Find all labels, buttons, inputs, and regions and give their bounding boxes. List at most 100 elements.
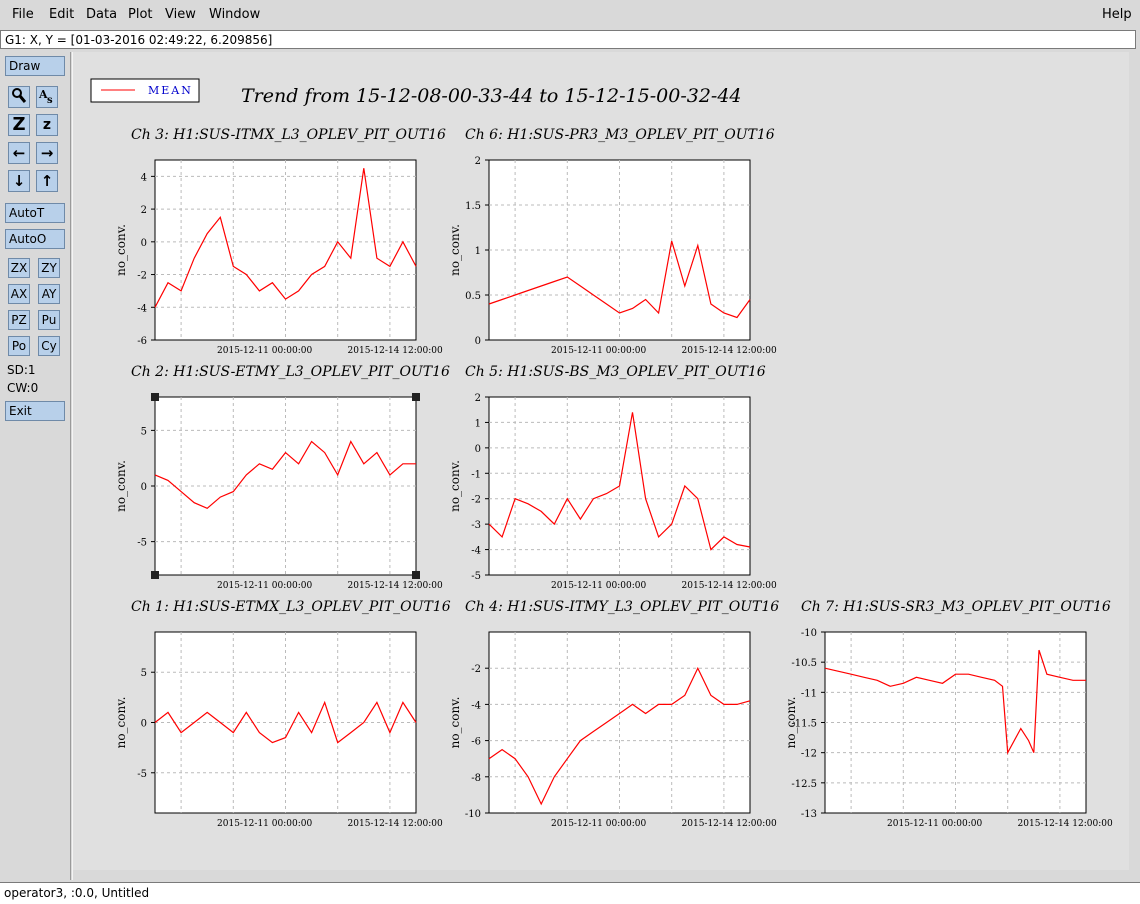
y-tick-label: -6 [471,737,481,748]
y-tick-label: -3 [471,520,481,531]
y-tick-label: -8 [471,773,481,784]
x-tick-label: 2015-12-14 12:00:00 [682,819,777,829]
legend-box [90,78,200,103]
zoom-big-icon[interactable]: Z [8,114,30,136]
arrow-right-icon[interactable]: → [36,142,58,164]
selection-handle [151,393,159,401]
ax-button[interactable]: AX [8,284,30,304]
plots-svg: MEAN Trend from 15-12-08-00-33-44 to 15-… [73,52,1129,870]
y-tick-label: 1.5 [465,201,481,212]
series-line [488,412,751,551]
chart-panel-6: -10 -8 -6 -4 -2 2015-12-11 00:00:00 2015-12-14… [448,599,779,829]
y-tick-label: 1 [475,418,481,429]
y-tick-label: -4 [471,700,481,711]
coordinate-readout: G1: X, Y = [01-03-2016 02:49:22, 6.20985… [0,30,1136,49]
menu-file[interactable]: File [12,7,34,22]
x-tick-label: 2015-12-14 12:00:00 [348,346,443,356]
y-axis-label: no_conv. [784,697,798,749]
series-line [154,700,417,744]
series-line [824,649,1086,755]
y-axis-label: no_conv. [448,697,462,749]
autoo-button[interactable]: AutoO [5,229,65,249]
chart-title: Ch 1: H1:SUS-ETMX_L3_OPLEV_PIT_OUT16 [131,599,451,615]
x-tick-label: 2015-12-11 00:00:00 [887,819,982,829]
y-tick-label: -2 [471,664,481,675]
zoom-magnifier-icon[interactable] [8,86,30,108]
arrow-left-icon[interactable]: ← [8,142,30,164]
pu-button[interactable]: Pu [38,310,60,330]
chart-panel-5: -5 0 5 2015-12-11 00:00:00 2015-12-14 12:00:… [114,599,451,829]
y-tick-label: -10.5 [791,658,817,669]
menu-window[interactable]: Window [209,7,261,22]
y-tick-label: -13 [801,809,817,820]
zy-button[interactable]: ZY [38,258,60,278]
chart-panel-2: 0 0.5 1 1.5 2 2015-12-11 00:00:00 2015-12-14 1… [448,127,777,356]
arrow-up-icon[interactable]: ↑ [36,170,58,192]
cw-label: CW:0 [7,381,39,395]
y-tick-label: 4 [141,172,147,183]
y-tick-label: -12.5 [791,779,817,790]
x-tick-label: 2015-12-11 00:00:00 [217,819,312,829]
ay-button[interactable]: AY [38,284,60,304]
zoom-small-icon[interactable]: z [36,114,58,136]
selection-handle [412,571,420,579]
menu-edit[interactable]: Edit [49,7,75,22]
exit-button[interactable]: Exit [5,401,65,421]
pz-button[interactable]: PZ [8,310,30,330]
menu-view[interactable]: View [165,7,196,22]
status-bar: operator3, :0.0, Untitled [0,882,1140,904]
x-tick-label: 2015-12-11 00:00:00 [217,346,312,356]
plot-title: Trend from 15-12-08-00-33-44 to 15-12-15… [241,85,742,107]
x-tick-label: 2015-12-14 12:00:00 [348,819,443,829]
y-tick-label: -1 [471,469,481,480]
y-tick-label: 0 [141,238,147,249]
arrow-down-icon[interactable]: ↓ [8,170,30,192]
selection-handle [151,571,159,579]
chart-title: Ch 3: H1:SUS-ITMX_L3_OPLEV_PIT_OUT16 [131,127,446,143]
autot-button[interactable]: AutoT [5,203,65,223]
chart-title: Ch 6: H1:SUS-PR3_M3_OPLEV_PIT_OUT16 [465,127,775,143]
y-tick-label: 0 [475,336,481,347]
x-tick-label: 2015-12-14 12:00:00 [682,346,777,356]
draw-button[interactable]: Draw [5,56,65,76]
y-tick-label: 2 [475,156,481,167]
svg-text:s: s [47,95,53,105]
chart-panel-3: -5 0 5 2015-12-11 00:00:00 2015-12-14 12:00:… [114,364,450,591]
y-tick-label: -6 [137,336,147,347]
y-tick-label: -2 [471,495,481,506]
y-tick-label: 2 [475,393,481,404]
y-tick-label: -10 [801,628,817,639]
y-tick-label: 0.5 [465,291,481,302]
y-tick-label: 5 [141,668,147,679]
chart-title: Ch 2: H1:SUS-ETMY_L3_OPLEV_PIT_OUT16 [131,364,450,380]
x-tick-label: 2015-12-14 12:00:00 [348,581,443,591]
series-line [154,168,417,308]
x-tick-label: 2015-12-11 00:00:00 [551,819,646,829]
menu-data[interactable]: Data [86,7,118,22]
x-tick-label: 2015-12-14 12:00:00 [682,581,777,591]
zx-button[interactable]: ZX [8,258,30,278]
y-axis-label: no_conv. [448,224,462,276]
chart-title: Ch 4: H1:SUS-ITMY_L3_OPLEV_PIT_OUT16 [465,599,779,615]
y-tick-label: -10 [465,809,481,820]
x-tick-label: 2015-12-14 12:00:00 [1018,819,1113,829]
y-tick-label: -4 [137,303,147,314]
y-tick-label: -5 [137,538,147,549]
y-tick-label: -5 [137,769,147,780]
chart-title: Ch 7: H1:SUS-SR3_M3_OPLEV_PIT_OUT16 [801,599,1111,615]
chart-title: Ch 5: H1:SUS-BS_M3_OPLEV_PIT_OUT16 [465,364,766,380]
y-tick-label: 1 [475,246,481,257]
y-tick-label: -2 [137,271,147,282]
po-button[interactable]: Po [8,336,30,356]
x-tick-label: 2015-12-11 00:00:00 [551,581,646,591]
y-axis-label: no_conv. [114,460,128,512]
sd-label: SD:1 [7,363,36,377]
cy-button[interactable]: Cy [38,336,60,356]
x-tick-label: 2015-12-11 00:00:00 [551,346,646,356]
y-tick-label: 0 [141,482,147,493]
menu-help[interactable]: Help [1102,7,1132,22]
menu-plot[interactable]: Plot [128,7,153,22]
plot-canvas: MEAN Trend from 15-12-08-00-33-44 to 15-… [72,52,1140,880]
